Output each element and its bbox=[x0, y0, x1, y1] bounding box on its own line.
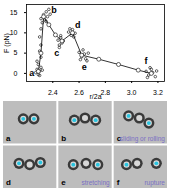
svg-text:d: d bbox=[6, 178, 11, 187]
svg-text:F (pN): F (pN) bbox=[3, 33, 11, 53]
svg-text:rupture: rupture bbox=[144, 179, 165, 187]
svg-text:2.4: 2.4 bbox=[48, 89, 58, 96]
svg-text:c: c bbox=[54, 48, 59, 58]
svg-text:a: a bbox=[6, 134, 11, 143]
svg-text:2.8: 2.8 bbox=[100, 89, 110, 96]
svg-text:0: 0 bbox=[14, 70, 18, 77]
svg-text:sliding or rolling: sliding or rolling bbox=[120, 135, 166, 143]
svg-text:5: 5 bbox=[14, 49, 18, 56]
svg-text:f: f bbox=[117, 178, 120, 187]
svg-text:e: e bbox=[82, 62, 87, 72]
svg-text:a: a bbox=[29, 68, 35, 78]
svg-text:r/2a: r/2a bbox=[89, 93, 101, 100]
svg-text:stretching: stretching bbox=[81, 179, 110, 187]
svg-text:10: 10 bbox=[10, 29, 18, 36]
svg-text:b: b bbox=[51, 5, 57, 15]
svg-text:f: f bbox=[145, 56, 149, 66]
svg-text:b: b bbox=[61, 134, 66, 143]
svg-text:3.0: 3.0 bbox=[127, 89, 137, 96]
svg-text:2.6: 2.6 bbox=[74, 89, 84, 96]
svg-text:3.2: 3.2 bbox=[153, 89, 163, 96]
svg-text:e: e bbox=[61, 178, 66, 187]
svg-text:d: d bbox=[75, 20, 81, 30]
svg-text:15: 15 bbox=[10, 9, 18, 16]
